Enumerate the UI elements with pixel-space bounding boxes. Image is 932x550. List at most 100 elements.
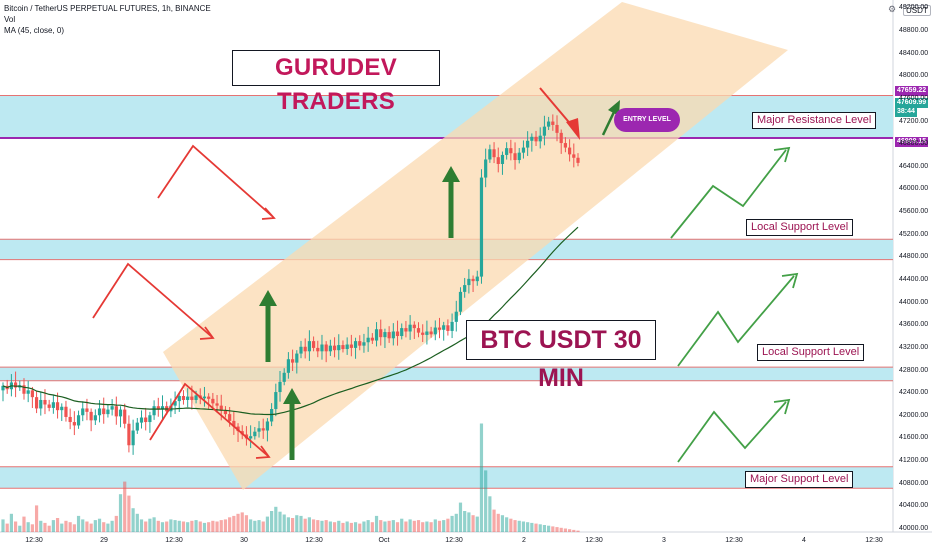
green-zigzag-mid [677,275,795,367]
candle-body [332,345,337,351]
candle-body [181,396,186,400]
zone-band [0,367,893,381]
candle-body [320,344,324,352]
candle-body [299,346,303,354]
candle-body [475,276,479,282]
candle-body [190,396,194,400]
candle-body [425,331,429,335]
volume-bar [190,520,194,532]
candle-body [295,353,299,363]
currency-badge[interactable]: USDT [903,5,931,16]
x-tick-label: 12:30 [25,537,43,544]
volume-bar [387,520,391,532]
candle-body [265,421,270,431]
lower-price-tag: 46909.15 [895,137,929,147]
volume-bar [186,522,190,532]
candle-body [148,415,152,423]
volume-bar [47,525,51,532]
x-tick-label: 2 [522,537,526,544]
candle-body [366,337,370,343]
y-tick-label: 47600.00 [899,94,929,102]
volume-bar [458,502,463,532]
candle-body [341,345,345,350]
volume-bar [345,521,349,532]
candle-body [517,152,521,161]
y-tick-label: 42000.00 [899,411,929,419]
green-up-arrow-2-head [283,388,301,404]
candle-body [22,385,26,394]
volume-bar [563,528,568,532]
candle-body [437,327,442,330]
candle-body [270,409,274,422]
volume-bar [332,522,337,532]
volume-bar [374,515,379,532]
volume-bar [303,518,307,532]
volume-bar [408,519,412,532]
candle-body [89,411,93,421]
candle-body [1,385,5,391]
volume-bar [475,516,479,532]
y-tick-label: 49200.00 [899,4,929,12]
candle-body [39,399,43,409]
volume-bar [500,515,505,532]
volume-bar [421,522,425,532]
candle-body [471,278,475,282]
volume-bar [400,518,404,532]
x-tick-label: 12:30 [305,537,323,544]
volume-bar [286,517,291,532]
volume-bar [349,522,353,532]
volume-bar [257,520,261,532]
x-tick-label: 12:30 [585,537,603,544]
green-up-arrow-3-head [442,166,460,182]
x-tick-label: 12:30 [725,537,743,544]
volume-bar [232,515,236,532]
y-tick-label: 40000.00 [899,525,929,532]
x-tick-label: 12:30 [165,537,183,544]
volume-bar [148,518,152,532]
volume-bar [370,522,374,532]
volume-bar [538,524,542,532]
candle-body [127,423,131,446]
volume-bar [278,511,282,532]
y-tick-label: 48800.00 [899,27,929,34]
candle-body [13,382,18,388]
ma-label: MA (45, close, 0) [4,26,65,35]
volume-bar [106,523,110,532]
y-tick-label: 41200.00 [899,457,929,465]
volume-bar [215,521,219,532]
candle-body [576,157,580,163]
candle-body [144,417,148,423]
candle-body [249,436,253,439]
volume-bar [526,522,530,532]
volume-bar [404,521,408,532]
major-support-label: Major Support Level [745,471,854,488]
candle-body [534,136,538,142]
candle-body [114,406,118,417]
candle-body [509,148,513,154]
candle-body [530,136,534,141]
volume-bar [450,515,454,532]
candle-body [433,327,437,335]
candle-body [278,381,282,393]
volume-bar [379,520,383,532]
candle-body [110,406,114,410]
volume-bar [13,521,18,532]
candle-body [303,346,307,352]
candle-body [421,332,425,335]
x-tick-label: Oct [378,537,390,544]
volume-bar [391,520,395,532]
local-support-label-1: Local Support Level [746,219,854,236]
volume-bar [471,515,475,532]
candle-body [76,415,81,426]
volume-bar [542,525,547,532]
volume-label: Vol [4,15,16,24]
candle-body [492,149,496,158]
y-tick-label: 47200.00 [899,117,929,125]
volume-bar [68,522,72,532]
gear-icon[interactable]: ⚙ [888,4,897,14]
volume-bar [207,522,211,532]
volume-bar [320,520,324,532]
y-tick-label: 45200.00 [899,230,929,238]
candle-body [500,154,505,164]
